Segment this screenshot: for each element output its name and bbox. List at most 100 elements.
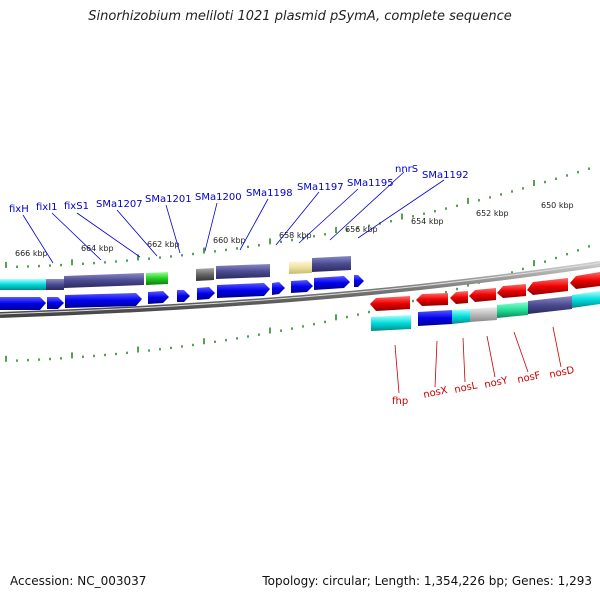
accession-text: Accession: NC_003037 (10, 574, 147, 588)
ruler-major-tick (269, 327, 271, 334)
ruler-minor-tick (236, 337, 238, 340)
cds-box (146, 272, 168, 285)
ruler-minor-tick (170, 346, 172, 350)
gene-label-SMa1197: SMa1197 (297, 182, 344, 193)
ruler-major-tick (203, 247, 205, 254)
ruler-minor-tick (49, 357, 51, 361)
gene-label-SMa1198: SMa1198 (246, 188, 293, 199)
cds-box (46, 279, 64, 290)
cds-box (572, 291, 600, 308)
ruler-minor-tick (192, 252, 194, 256)
ruler-minor-tick (93, 261, 95, 265)
ruler-minor-tick (324, 320, 326, 324)
ruler-minor-tick (390, 219, 392, 223)
forward-gene-arrow (314, 276, 350, 290)
ruler-minor-tick (126, 259, 128, 262)
gene-label-SMa1200: SMa1200 (195, 192, 242, 203)
ruler-minor-tick (214, 250, 216, 253)
gene-label-SMa1207: SMa1207 (96, 199, 143, 210)
ruler-minor-tick (148, 349, 150, 352)
gene-label-nosX: nosX (422, 385, 448, 401)
ruler-major-tick (533, 260, 535, 267)
ruler-minor-tick (280, 240, 282, 244)
reverse-gene-arrow (497, 284, 526, 298)
lower-position-ruler (5, 245, 590, 362)
genome-backbone-highlight (0, 262, 600, 315)
cds-box (312, 256, 351, 272)
ruler-minor-tick (225, 338, 227, 342)
ruler-minor-tick (27, 358, 29, 362)
ruler-minor-tick (544, 260, 546, 263)
cds-box (289, 261, 312, 274)
cds-box (371, 315, 411, 331)
ruler-minor-tick (159, 348, 161, 351)
ruler-major-tick (71, 352, 73, 359)
forward-gene-arrow (354, 275, 364, 287)
reverse-gene-arrow (570, 272, 600, 289)
gene-label-nosF: nosF (516, 370, 541, 386)
ruler-minor-tick (126, 351, 128, 355)
ruler-minor-tick (478, 199, 480, 202)
ruler-minor-tick (93, 354, 95, 358)
ruler-labels: 666 kbp 664 kbp 662 kbp 660 kbp 658 kbp … (15, 201, 574, 258)
ruler-minor-tick (368, 224, 370, 227)
ruler-minor-tick (104, 261, 106, 264)
cds-box (528, 296, 572, 314)
ruler-minor-tick (247, 245, 249, 249)
cds-box (470, 307, 497, 322)
ruler-minor-tick (412, 299, 414, 303)
ruler-minor-tick (115, 260, 117, 263)
ruler-minor-tick (192, 343, 194, 347)
cds-box (497, 302, 528, 318)
ruler-minor-tick (16, 359, 18, 362)
forward-gene-arrow (0, 297, 46, 310)
gene-label-SMa1201: SMa1201 (145, 194, 192, 205)
ruler-minor-tick (82, 355, 84, 358)
top-gene-labels: fixH fixI1 fixS1 SMa1207 SMa1201 SMa1200… (9, 164, 469, 264)
forward-gene-track (0, 275, 364, 310)
bottom-gene-labels: fhp nosX nosL nosY nosF nosD (392, 326, 576, 407)
cds-box (64, 273, 144, 288)
ruler-minor-tick (104, 353, 106, 357)
ruler-major-tick (71, 259, 73, 266)
ruler-minor-tick (423, 212, 425, 215)
ruler-major-tick (335, 314, 337, 321)
gene-label-nosD: nosD (548, 365, 575, 381)
ruler-minor-tick (456, 287, 458, 291)
ruler-minor-tick (346, 315, 348, 319)
reverse-gene-arrow (527, 278, 568, 295)
ruler-label-652: 652 kbp (476, 209, 509, 218)
ruler-minor-tick (181, 254, 183, 257)
ruler-minor-tick (313, 322, 315, 326)
reverse-gene-arrow (450, 291, 468, 304)
forward-gene-arrow (291, 280, 313, 293)
ruler-minor-tick (258, 244, 260, 247)
ruler-label-666: 666 kbp (15, 249, 48, 258)
ruler-label-660: 660 kbp (213, 236, 246, 245)
ruler-minor-tick (511, 190, 513, 193)
cds-box (216, 264, 270, 279)
forward-gene-arrow (47, 297, 64, 309)
gene-label-fixI1: fixI1 (36, 202, 58, 213)
ruler-minor-tick (148, 257, 150, 260)
ruler-minor-tick (511, 271, 513, 274)
ruler-minor-tick (247, 335, 249, 338)
forward-gene-arrow (217, 283, 270, 298)
cds-box (452, 309, 470, 324)
reverse-gene-arrow (370, 296, 410, 311)
ruler-minor-tick (159, 256, 161, 259)
ruler-minor-tick (82, 262, 84, 266)
ruler-major-tick (533, 180, 535, 187)
ruler-major-tick (137, 254, 139, 261)
ruler-label-650: 650 kbp (541, 201, 574, 210)
ruler-minor-tick (280, 329, 282, 332)
ruler-minor-tick (555, 177, 557, 180)
ruler-label-662: 662 kbp (147, 240, 180, 249)
forward-gene-arrow (177, 290, 190, 302)
gene-label-SMa1192: SMa1192 (422, 170, 469, 181)
ruler-minor-tick (302, 236, 304, 240)
ruler-minor-tick (324, 233, 326, 236)
ruler-minor-tick (181, 345, 183, 348)
ruler-minor-tick (522, 187, 524, 190)
